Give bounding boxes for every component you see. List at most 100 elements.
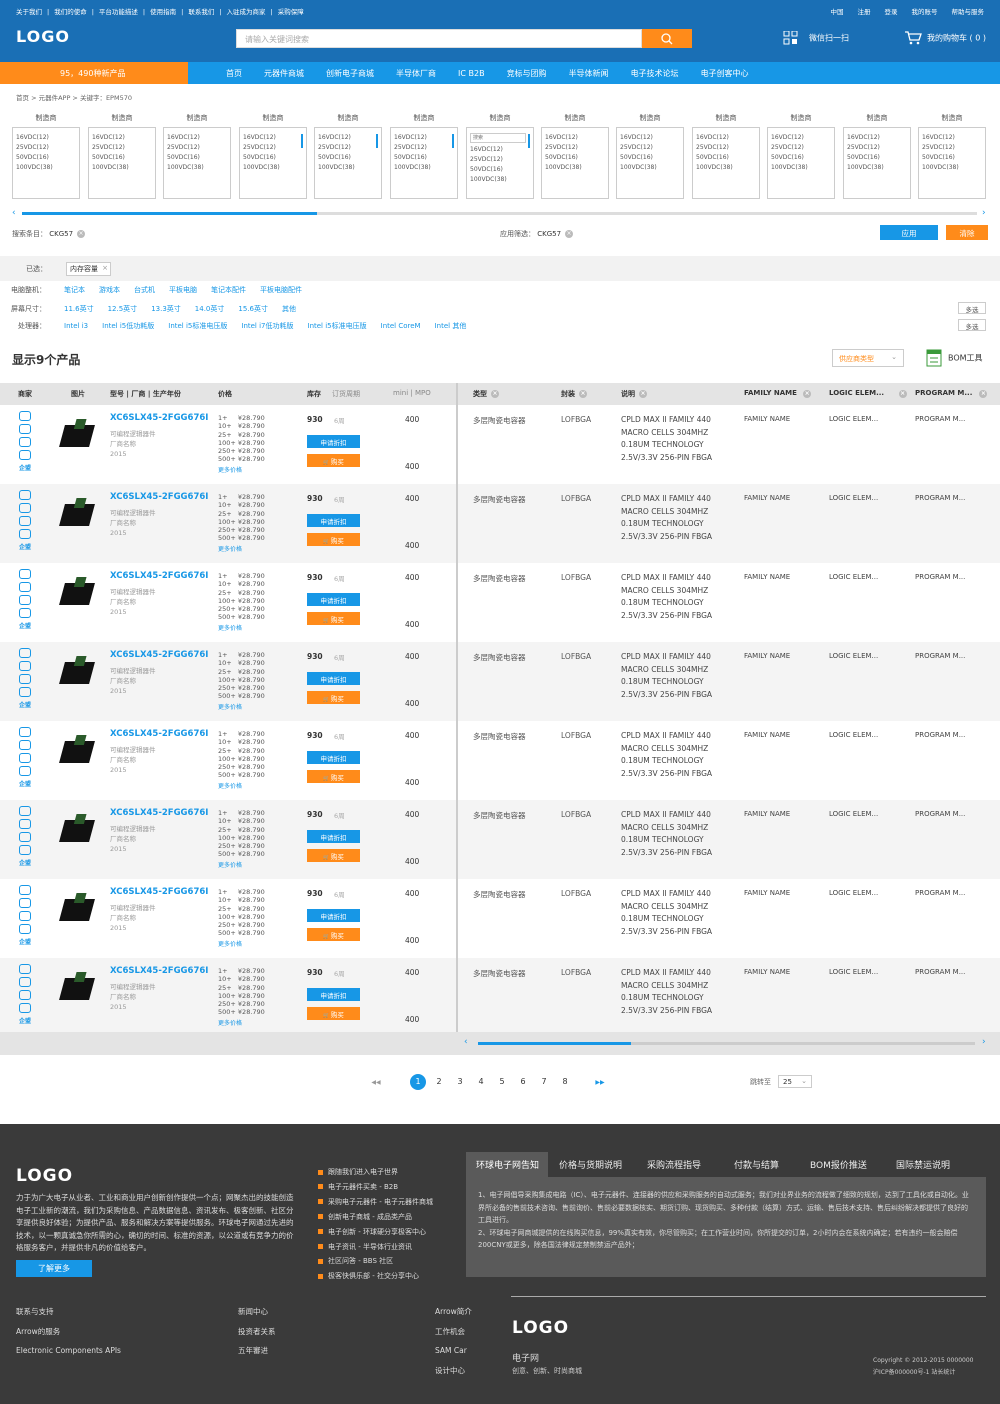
footer-link[interactable]: Arrow的服务 xyxy=(16,1326,61,1336)
buy-button[interactable]: 🛒 购买 xyxy=(307,1007,360,1020)
table-scrollbar[interactable] xyxy=(478,1042,975,1045)
search-button[interactable] xyxy=(642,29,692,48)
product-image[interactable] xyxy=(59,662,95,684)
option-item[interactable]: 25VDC(12) xyxy=(167,144,200,151)
option-list[interactable]: 16VDC(12) 25VDC(12) 50VDC(16) 100VDC(38) xyxy=(163,127,231,199)
option-item[interactable]: 16VDC(12) xyxy=(167,134,200,141)
footer-link[interactable]: SAM Car xyxy=(435,1346,467,1355)
remove-column-icon[interactable]: × xyxy=(898,390,907,398)
product-image[interactable] xyxy=(59,425,95,447)
part-number-link[interactable]: XC6SLX45-2FGG676I xyxy=(110,808,209,818)
page-number[interactable]: 6 xyxy=(520,1077,526,1086)
facet-option[interactable]: Intel 其他 xyxy=(434,322,467,330)
multi-select-button[interactable]: 多选 xyxy=(958,319,986,331)
footer-link[interactable]: Arrow简介 xyxy=(435,1307,472,1316)
option-item[interactable]: 100VDC(38) xyxy=(167,164,204,171)
learn-more-button[interactable]: 了解更多 xyxy=(16,1260,92,1277)
footer-link[interactable]: 联系与支持 xyxy=(16,1307,54,1316)
logo[interactable]: LOGO xyxy=(16,27,70,46)
part-number-link[interactable]: XC6SLX45-2FGG676I xyxy=(110,966,209,976)
column-header[interactable]: mini | MPO xyxy=(393,389,431,397)
clear-button[interactable]: 清除 xyxy=(946,225,988,240)
column-header[interactable]: PROGRAM M... xyxy=(915,389,973,397)
scroll-left-icon[interactable]: ‹ xyxy=(12,208,16,218)
user-icon[interactable] xyxy=(19,924,31,934)
option-item[interactable]: 100VDC(38) xyxy=(394,164,431,171)
top-link[interactable]: 关于我们 xyxy=(16,8,42,16)
option-item[interactable]: 50VDC(16) xyxy=(847,154,880,161)
option-item[interactable]: 50VDC(16) xyxy=(318,154,351,161)
product-image[interactable] xyxy=(59,899,95,921)
chat-icon[interactable] xyxy=(19,437,31,447)
option-item[interactable]: 50VDC(16) xyxy=(771,154,804,161)
user-icon[interactable] xyxy=(19,1003,31,1013)
option-list[interactable]: 16VDC(12) 25VDC(12) 50VDC(16) 100VDC(38) xyxy=(12,127,80,199)
column-header[interactable]: LOGIC ELEM... xyxy=(829,389,885,397)
buy-button[interactable]: 🛒 购买 xyxy=(307,691,360,704)
scroll-left-icon[interactable]: ‹ xyxy=(464,1037,468,1047)
option-item[interactable]: 50VDC(16) xyxy=(92,154,125,161)
footer-tab[interactable]: 国际禁运说明 xyxy=(896,1161,951,1171)
footer-link[interactable]: 跟随我们进入电子世界 xyxy=(318,1165,433,1180)
facet-option[interactable]: 14.0英寸 xyxy=(194,305,225,313)
option-item[interactable]: 16VDC(12) xyxy=(922,134,955,141)
option-list[interactable]: 16VDC(12) 25VDC(12) 50VDC(16) 100VDC(38) xyxy=(692,127,760,199)
user-icon[interactable] xyxy=(19,608,31,618)
more-prices-link[interactable]: 更多价格 xyxy=(218,467,243,474)
scroll-thumb[interactable] xyxy=(528,134,530,148)
option-item[interactable]: 25VDC(12) xyxy=(696,144,729,151)
footer-tab[interactable]: 环球电子网告知 xyxy=(466,1152,548,1177)
remove-icon[interactable]: × xyxy=(77,230,86,238)
top-link[interactable]: 使用指南 xyxy=(150,8,177,16)
user-icon[interactable] xyxy=(19,450,31,460)
option-item[interactable]: 100VDC(38) xyxy=(620,164,657,171)
option-item[interactable]: 16VDC(12) xyxy=(470,146,503,153)
footer-link[interactable]: 创新电子商城 - 成品类产品 xyxy=(318,1210,433,1225)
option-item[interactable]: 50VDC(16) xyxy=(922,154,955,161)
option-list[interactable]: 16VDC(12) 25VDC(12) 50VDC(16) 100VDC(38) xyxy=(541,127,609,199)
first-page-icon[interactable]: ◀◀ xyxy=(371,1079,381,1086)
option-list[interactable]: 16VDC(12) 25VDC(12) 50VDC(16) 100VDC(38) xyxy=(239,127,307,199)
buy-button[interactable]: 🛒 购买 xyxy=(307,849,360,862)
more-prices-link[interactable]: 更多价格 xyxy=(218,704,243,711)
close-icon[interactable]: × xyxy=(102,264,108,272)
option-item[interactable]: 25VDC(12) xyxy=(847,144,880,151)
facet-option[interactable]: 平板电脑配件 xyxy=(260,286,302,294)
option-item[interactable]: 25VDC(12) xyxy=(771,144,804,151)
mail-icon[interactable] xyxy=(19,740,31,750)
mail-icon[interactable] xyxy=(19,898,31,908)
option-item[interactable]: 25VDC(12) xyxy=(470,156,503,163)
buy-button[interactable]: 🛒 购买 xyxy=(307,770,360,783)
top-link[interactable]: 平台功能描述 xyxy=(98,8,138,16)
nav-item[interactable]: 竞标与团购 xyxy=(506,69,547,78)
top-right-link[interactable]: 帮助与服务 xyxy=(951,8,985,16)
buy-button[interactable]: 🛒 购买 xyxy=(307,454,360,467)
facet-option[interactable]: 12.5英寸 xyxy=(107,305,138,313)
option-item[interactable]: 16VDC(12) xyxy=(696,134,729,141)
column-header[interactable]: 商家 xyxy=(18,390,32,398)
phone-icon[interactable] xyxy=(19,964,31,974)
request-discount-button[interactable]: 申请折扣 xyxy=(307,988,360,1001)
more-prices-link[interactable]: 更多价格 xyxy=(218,783,243,790)
buy-button[interactable]: 🛒 购买 xyxy=(307,533,360,546)
option-item[interactable]: 16VDC(12) xyxy=(394,134,427,141)
request-discount-button[interactable]: 申请折扣 xyxy=(307,830,360,843)
request-discount-button[interactable]: 申请折扣 xyxy=(307,435,360,448)
phone-icon[interactable] xyxy=(19,569,31,579)
mail-icon[interactable] xyxy=(19,503,31,513)
part-number-link[interactable]: XC6SLX45-2FGG676I xyxy=(110,413,209,423)
column-divider[interactable] xyxy=(456,383,458,1055)
top-right-link[interactable]: 登录 xyxy=(884,8,898,16)
chat-icon[interactable] xyxy=(19,516,31,526)
option-item[interactable]: 100VDC(38) xyxy=(92,164,129,171)
user-icon[interactable] xyxy=(19,529,31,539)
cart-link[interactable]: 我的购物车 ( 0 ) xyxy=(904,31,986,45)
option-item[interactable]: 16VDC(12) xyxy=(847,134,880,141)
phone-icon[interactable] xyxy=(19,648,31,658)
product-image[interactable] xyxy=(59,820,95,842)
footer-tab[interactable]: 采购流程指导 xyxy=(647,1161,702,1171)
filter-scrollbar[interactable] xyxy=(22,212,977,215)
footer-link[interactable]: 极客快俱乐部 - 社交分享中心 xyxy=(318,1269,433,1284)
option-item[interactable]: 100VDC(38) xyxy=(545,164,582,171)
footer-link[interactable]: 投资者关系 xyxy=(238,1326,276,1336)
